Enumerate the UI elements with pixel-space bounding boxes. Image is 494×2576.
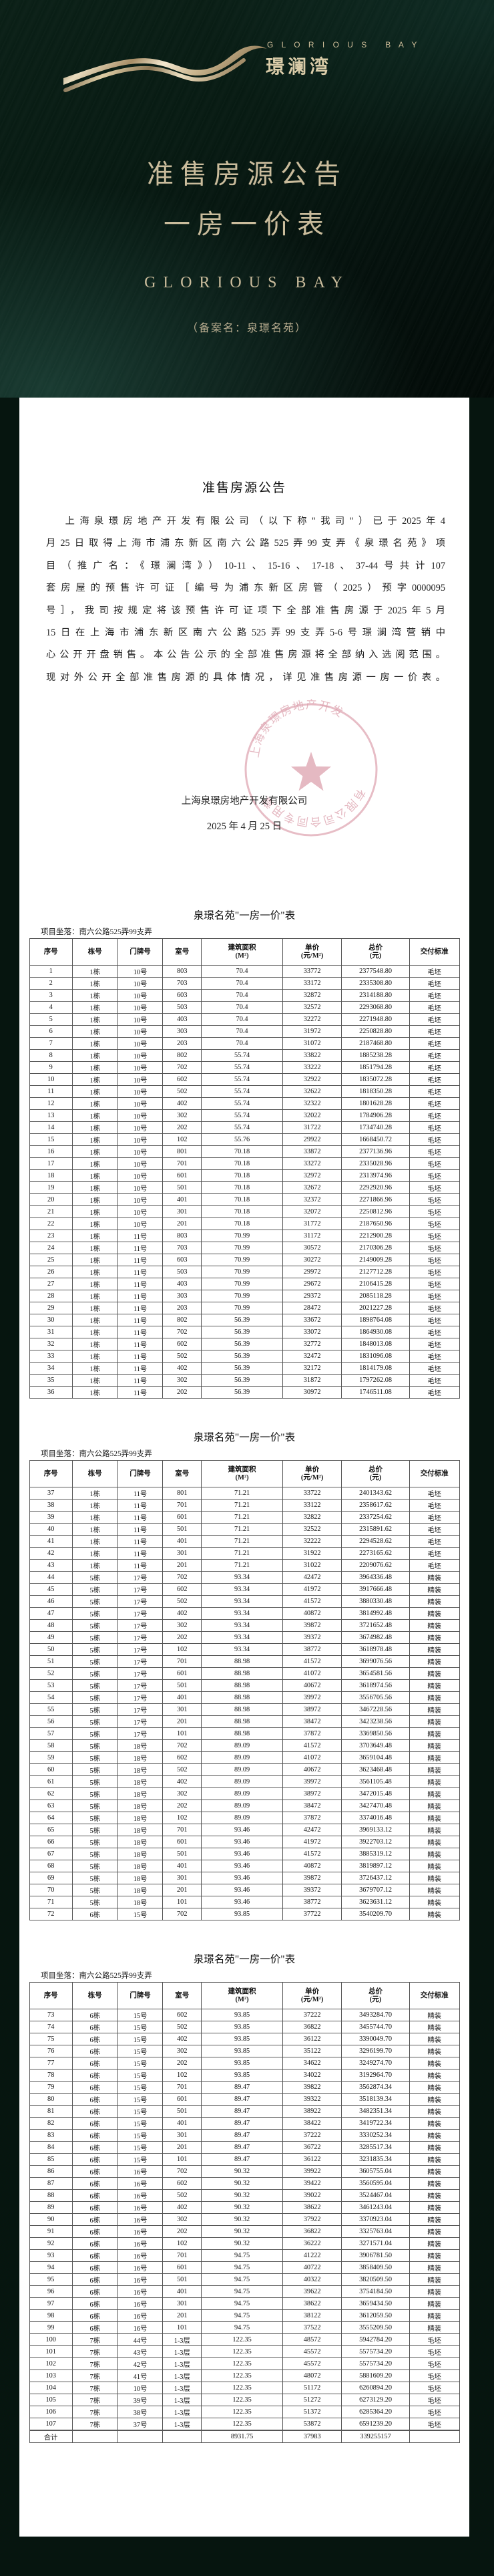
svg-text:上海泉璟房地产开发: 上海泉璟房地产开发 [248,698,346,758]
